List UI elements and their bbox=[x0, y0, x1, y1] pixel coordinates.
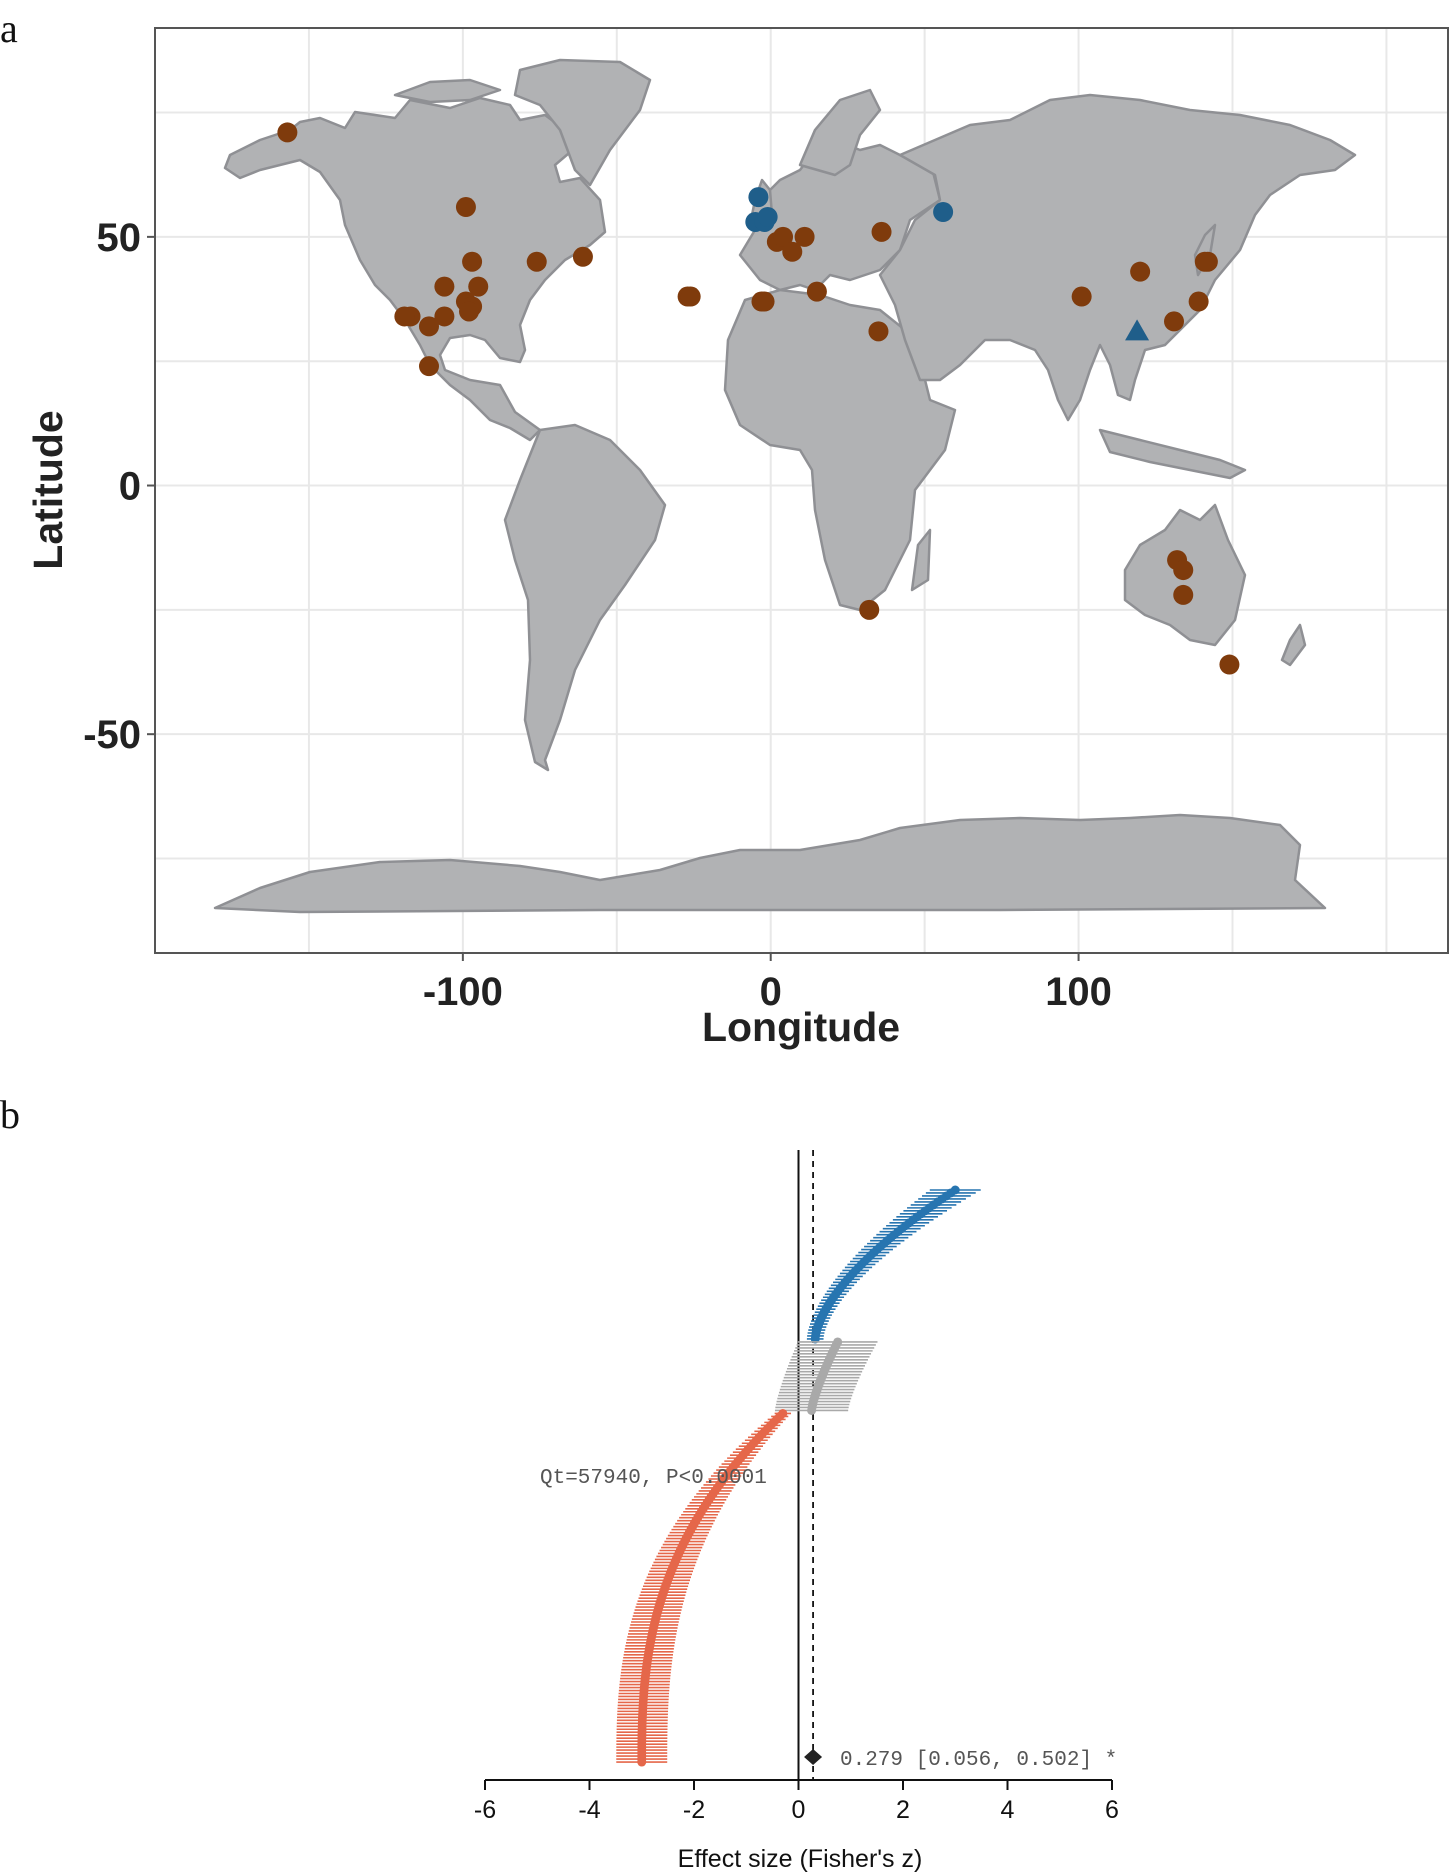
map-axis-ticks: -100 0 100 -50 0 50 bbox=[83, 216, 1112, 1014]
site-marker bbox=[748, 187, 769, 208]
site-marker bbox=[434, 276, 455, 297]
map-x-tick-label: 0 bbox=[760, 970, 782, 1014]
land-new-zealand bbox=[1280, 623, 1307, 667]
land-scandinavia bbox=[798, 88, 882, 177]
site-marker bbox=[773, 226, 794, 247]
site-marker bbox=[757, 206, 778, 227]
world-map-land bbox=[213, 58, 1357, 914]
site-marker bbox=[794, 226, 815, 247]
site-marker bbox=[418, 316, 439, 337]
land-south-america bbox=[503, 423, 667, 772]
map-y-tick-label: -50 bbox=[83, 713, 141, 757]
forest-x-tick-label: 2 bbox=[896, 1796, 910, 1824]
site-marker bbox=[459, 301, 480, 322]
land-asia bbox=[878, 93, 1357, 422]
map-plot-border bbox=[154, 27, 1449, 954]
site-marker-triangle bbox=[1125, 319, 1150, 341]
site-marker bbox=[1164, 311, 1185, 332]
land-africa bbox=[723, 288, 957, 612]
map-sites bbox=[277, 122, 1240, 675]
site-marker bbox=[806, 281, 827, 302]
forest-x-tick-label: 0 bbox=[792, 1796, 806, 1824]
site-marker bbox=[1219, 654, 1240, 675]
land-north-america bbox=[223, 96, 607, 442]
forest-x-axis-title: Effect size (Fisher's z) bbox=[678, 1845, 923, 1873]
site-marker bbox=[871, 221, 892, 242]
site-marker bbox=[1188, 291, 1209, 312]
site-marker bbox=[782, 241, 803, 262]
site-marker bbox=[680, 286, 701, 307]
forest-panel: -6 -4 -2 0 2 4 6 Qt=57940, P<0.0001 0.279 [0.0… bbox=[474, 1150, 1119, 1873]
site-marker bbox=[468, 276, 489, 297]
site-marker bbox=[859, 599, 880, 620]
forest-x-tick-label: 4 bbox=[1001, 1796, 1015, 1824]
site-marker bbox=[572, 246, 593, 267]
forest-x-tick-label: -2 bbox=[683, 1796, 705, 1824]
pooled-estimate-label: 0.279 [0.056, 0.502] * bbox=[840, 1749, 1117, 1772]
map-x-tick-label: 100 bbox=[1045, 970, 1112, 1014]
site-marker bbox=[434, 306, 455, 327]
land-madagascar bbox=[910, 528, 932, 592]
site-marker bbox=[1194, 251, 1215, 272]
heterogeneity-label: Qt=57940, P<0.0001 bbox=[540, 1467, 767, 1490]
site-marker bbox=[455, 197, 476, 218]
forest-x-tick-label: -4 bbox=[578, 1796, 600, 1824]
site-marker bbox=[1071, 286, 1092, 307]
map-x-tick-label: -100 bbox=[423, 970, 503, 1014]
study-point bbox=[637, 1757, 647, 1767]
forest-studies bbox=[616, 1185, 981, 1767]
site-marker bbox=[754, 291, 775, 312]
site-marker bbox=[418, 356, 439, 377]
site-marker bbox=[868, 321, 889, 342]
forest-reference-lines bbox=[797, 1150, 814, 1780]
site-marker bbox=[526, 251, 547, 272]
site-marker bbox=[933, 202, 954, 223]
study-point bbox=[807, 1405, 817, 1415]
map-panel: -100 0 100 -50 0 50 Longitude Latitude bbox=[25, 27, 1449, 1050]
forest-x-tick-label: 6 bbox=[1105, 1796, 1119, 1824]
map-x-axis-title: Longitude bbox=[702, 1004, 900, 1050]
site-marker bbox=[1130, 261, 1151, 282]
panel-label-b: b bbox=[0, 1092, 20, 1137]
map-y-tick-label: 50 bbox=[97, 216, 142, 260]
land-antarctica bbox=[213, 813, 1327, 914]
site-marker bbox=[1173, 584, 1194, 605]
map-y-tick-label: 0 bbox=[119, 465, 141, 509]
map-y-axis-title: Latitude bbox=[25, 410, 71, 569]
forest-x-tick-label: -6 bbox=[474, 1796, 496, 1824]
site-marker bbox=[277, 122, 298, 143]
panel-label-a: a bbox=[0, 6, 18, 51]
land-greenland bbox=[513, 58, 652, 187]
land-indonesia bbox=[1098, 428, 1247, 480]
site-marker bbox=[462, 251, 483, 272]
land-canadian-islands bbox=[393, 78, 502, 104]
pooled-estimate-diamond bbox=[804, 1749, 823, 1765]
forest-x-axis: -6 -4 -2 0 2 4 6 bbox=[474, 1779, 1119, 1824]
site-marker bbox=[394, 306, 415, 327]
site-marker bbox=[1173, 560, 1194, 581]
